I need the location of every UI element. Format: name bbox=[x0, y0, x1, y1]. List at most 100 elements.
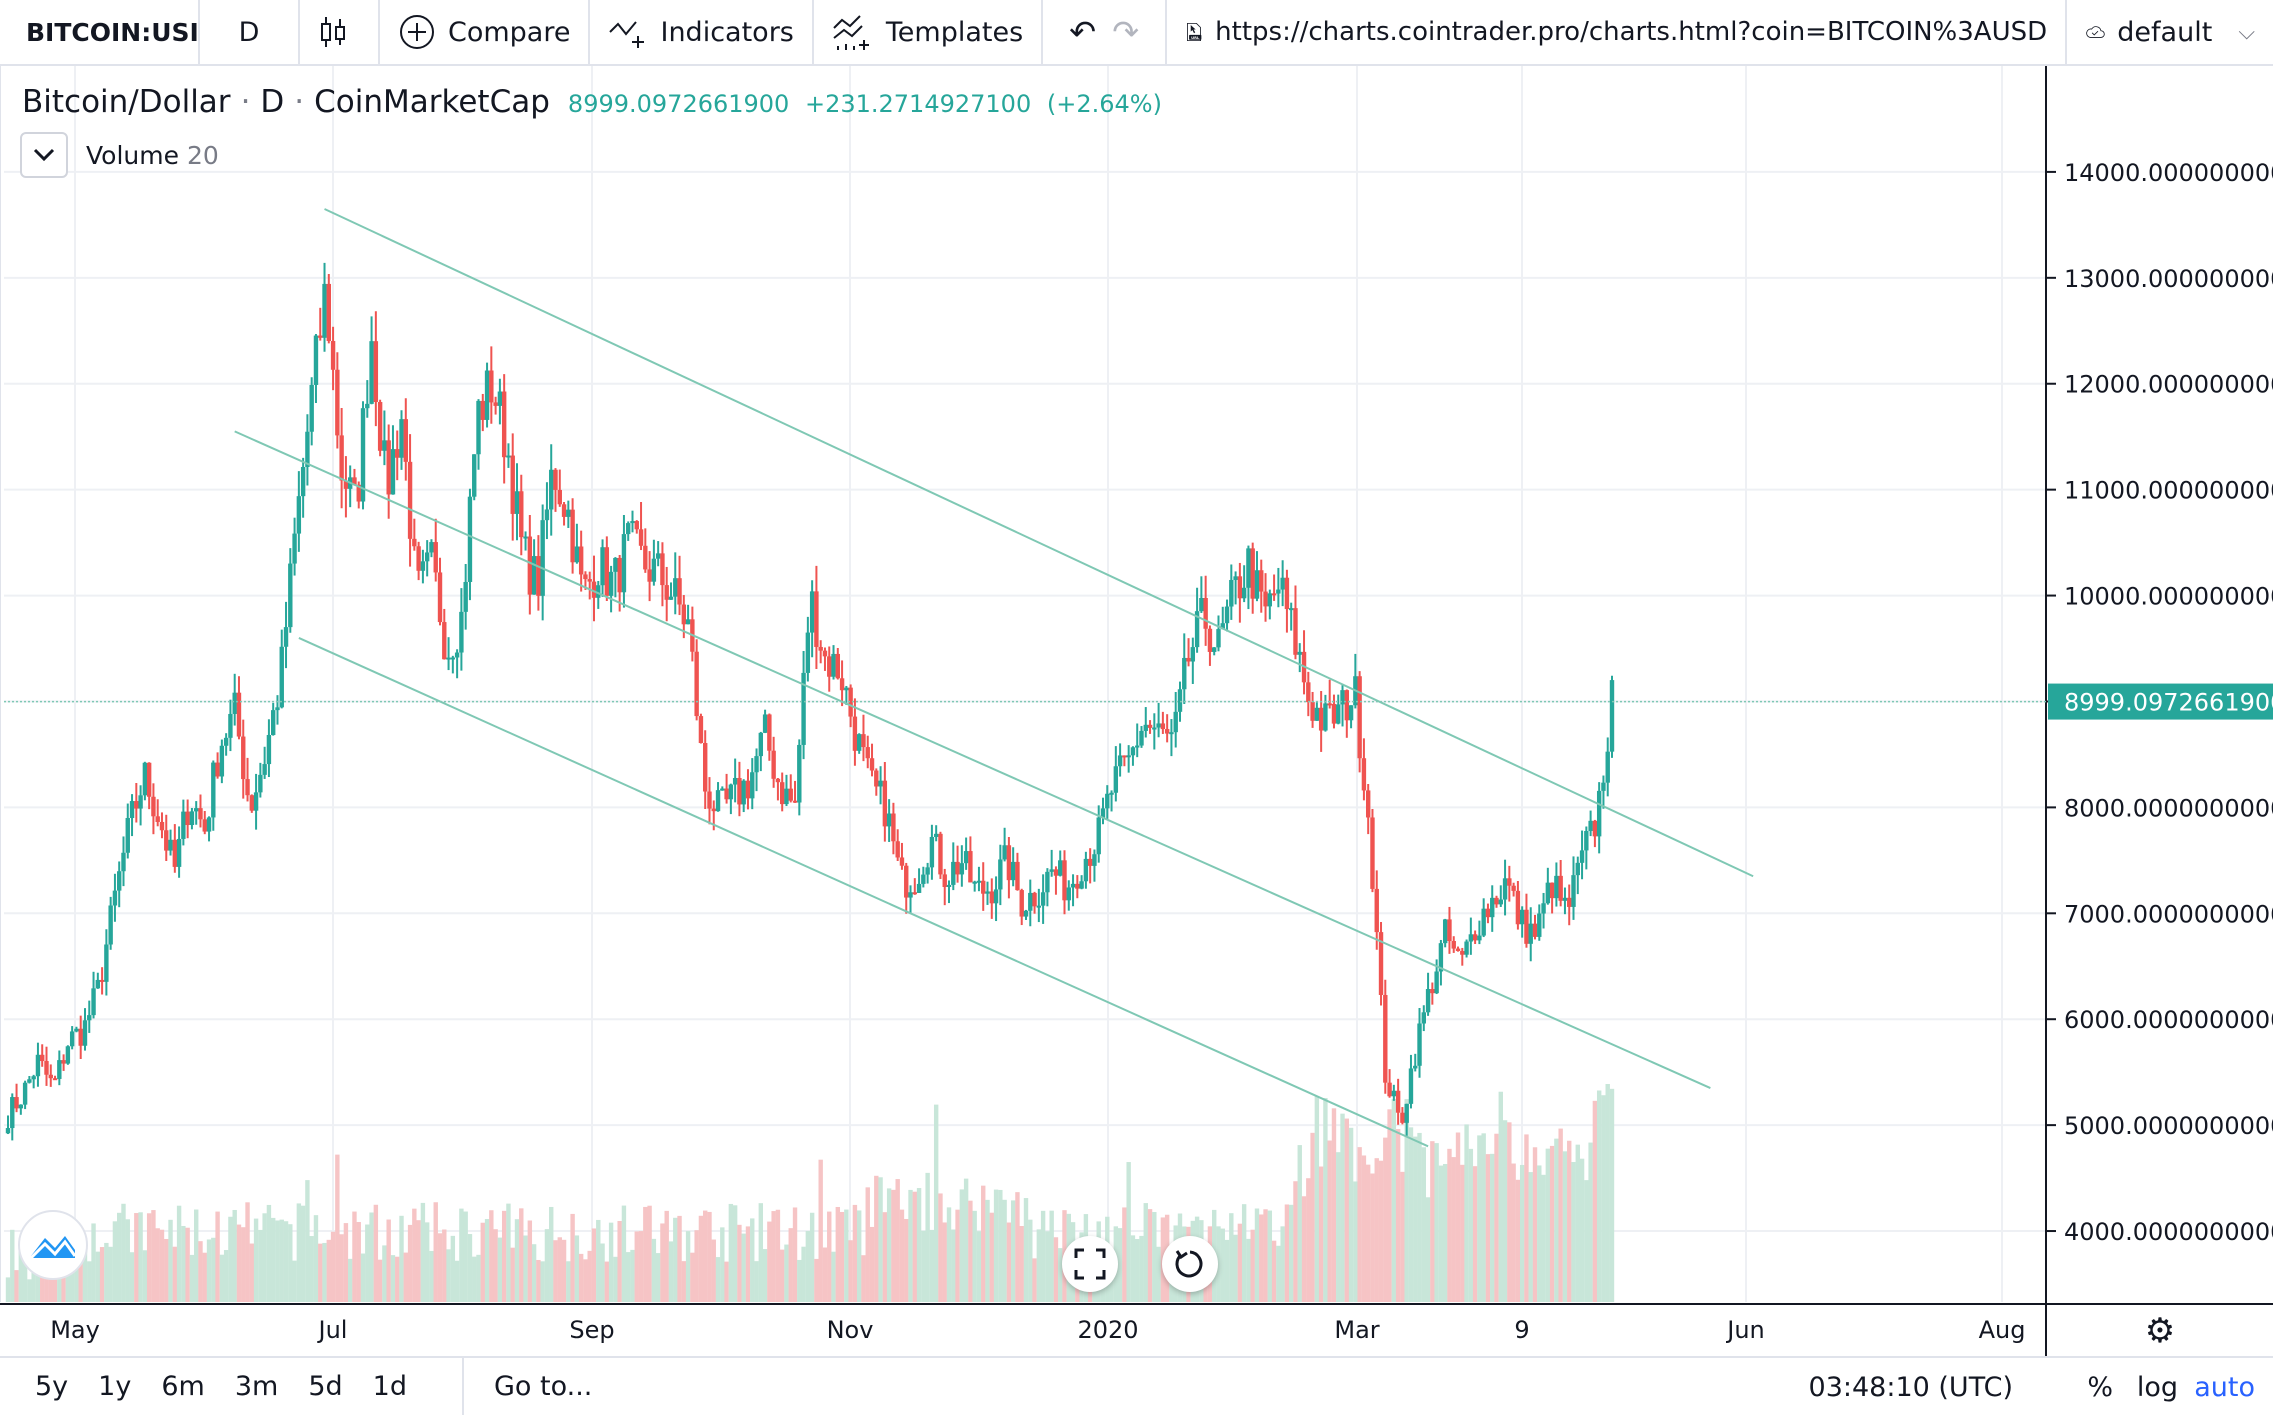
candle-body bbox=[1481, 908, 1486, 936]
candle-body bbox=[916, 883, 922, 893]
volume-bar bbox=[788, 1228, 793, 1302]
chart-type-button[interactable] bbox=[300, 0, 380, 65]
volume-bar bbox=[993, 1189, 999, 1302]
range-3m[interactable]: 3m bbox=[234, 1370, 279, 1402]
candle-body bbox=[493, 402, 498, 406]
candle-body bbox=[1455, 948, 1461, 952]
volume-bar bbox=[489, 1210, 494, 1302]
candle-body bbox=[655, 553, 661, 559]
candle-body bbox=[899, 857, 905, 866]
undo-icon[interactable]: ↶ bbox=[1069, 13, 1097, 51]
volume-bar bbox=[1472, 1166, 1478, 1302]
volume-bar bbox=[985, 1199, 990, 1302]
candle-body bbox=[993, 889, 999, 904]
volume-bar bbox=[732, 1205, 738, 1302]
candle-body bbox=[976, 880, 982, 883]
candle-body bbox=[895, 841, 900, 858]
utc-clock[interactable]: 03:48:10 (UTC) bbox=[1808, 1372, 2013, 1403]
log-toggle[interactable]: log bbox=[2136, 1372, 2178, 1403]
interval-button[interactable]: D bbox=[200, 0, 300, 65]
range-5y[interactable]: 5y bbox=[35, 1370, 69, 1402]
volume-bar bbox=[1425, 1197, 1431, 1302]
range-5d[interactable]: 5d bbox=[308, 1370, 343, 1402]
legend-title: Bitcoin/Dollar bbox=[22, 84, 231, 120]
candle-body bbox=[904, 865, 909, 898]
candle-body bbox=[1383, 994, 1388, 1083]
volume-bar bbox=[664, 1210, 669, 1302]
candle-body bbox=[1152, 727, 1157, 730]
candle-body bbox=[1164, 729, 1170, 734]
price-chart[interactable]: 14000.0000000000 13000.0000000000 12000.00… bbox=[0, 66, 2273, 1356]
volume-bar bbox=[1254, 1208, 1260, 1302]
x-tick-label: Nov bbox=[827, 1316, 874, 1344]
volume-bar bbox=[874, 1175, 879, 1302]
templates-button[interactable]: Templates bbox=[814, 0, 1044, 65]
volume-bar bbox=[1421, 1147, 1426, 1302]
candle-body bbox=[476, 400, 481, 455]
candle-body bbox=[891, 813, 896, 842]
candle-body bbox=[407, 461, 413, 539]
auto-toggle[interactable]: auto bbox=[2194, 1372, 2255, 1403]
volume-bar bbox=[1481, 1133, 1486, 1302]
range-1d[interactable]: 1d bbox=[372, 1370, 407, 1402]
volume-bar bbox=[1250, 1229, 1255, 1302]
candle-body bbox=[497, 391, 503, 406]
candles-icon bbox=[321, 17, 345, 47]
candle-body bbox=[536, 556, 541, 596]
candle-body bbox=[779, 782, 785, 805]
candle-body bbox=[232, 692, 237, 714]
percent-toggle[interactable]: % bbox=[2087, 1372, 2113, 1403]
candle-body bbox=[788, 788, 793, 801]
volume-bar bbox=[587, 1250, 592, 1302]
channel-line-middle[interactable] bbox=[234, 430, 1711, 1089]
candle-body bbox=[138, 795, 143, 809]
candle-body bbox=[450, 657, 456, 660]
indicators-button[interactable]: Indicators bbox=[590, 0, 814, 65]
candle-body bbox=[1340, 690, 1345, 705]
volume-bar bbox=[570, 1213, 575, 1302]
candle-body bbox=[510, 455, 515, 514]
candle-body bbox=[827, 656, 832, 677]
x-tick-label: Mar bbox=[1334, 1316, 1379, 1344]
candle-body bbox=[818, 646, 823, 651]
candle-body bbox=[1605, 751, 1610, 783]
volume-bar bbox=[1417, 1132, 1422, 1302]
goto-button[interactable]: Go to... bbox=[461, 1357, 592, 1415]
volume-bar bbox=[1507, 1122, 1512, 1302]
url-field[interactable]: URL https://charts.cointrader.pro/charts… bbox=[1167, 0, 2068, 65]
candle-body bbox=[651, 558, 657, 582]
candle-body bbox=[822, 650, 828, 657]
legend-change: +231.2714927100 bbox=[804, 90, 1032, 118]
volume-bar bbox=[318, 1243, 323, 1302]
gear-icon[interactable]: ⚙ bbox=[2145, 1311, 2175, 1351]
volume-bar bbox=[279, 1219, 284, 1302]
volume-bar bbox=[989, 1212, 994, 1302]
candle-body bbox=[236, 692, 242, 737]
candle-body bbox=[151, 796, 156, 817]
volume-bar bbox=[1340, 1113, 1345, 1302]
collapse-legend-button[interactable] bbox=[20, 132, 68, 178]
channel-line-lower[interactable] bbox=[298, 637, 1429, 1148]
symbol-search[interactable]: BITCOIN:USI bbox=[0, 0, 200, 65]
tradingview-logo[interactable] bbox=[18, 1210, 88, 1280]
reset-chart-button[interactable] bbox=[1162, 1236, 1218, 1292]
compare-button[interactable]: Compare bbox=[380, 0, 591, 65]
candle-body bbox=[703, 743, 708, 792]
candle-body bbox=[501, 391, 507, 458]
channel-line-upper[interactable] bbox=[324, 208, 1754, 878]
candle-body bbox=[65, 1046, 71, 1064]
redo-icon[interactable]: ↷ bbox=[1112, 13, 1140, 51]
fullscreen-button[interactable] bbox=[1062, 1236, 1118, 1292]
candle-body bbox=[74, 1028, 79, 1032]
candle-body bbox=[1306, 682, 1311, 703]
candle-body bbox=[18, 1104, 24, 1109]
range-1y[interactable]: 1y bbox=[98, 1370, 132, 1402]
volume-bar bbox=[685, 1231, 691, 1302]
candle-body bbox=[578, 546, 584, 575]
range-6m[interactable]: 6m bbox=[161, 1370, 205, 1402]
candle-body bbox=[1117, 755, 1123, 767]
candle-body bbox=[728, 784, 734, 800]
layout-button[interactable]: default ⌵ bbox=[2067, 0, 2273, 65]
candle-body bbox=[908, 892, 913, 898]
y-tick-label: 10000.0000000000 bbox=[2064, 583, 2273, 611]
